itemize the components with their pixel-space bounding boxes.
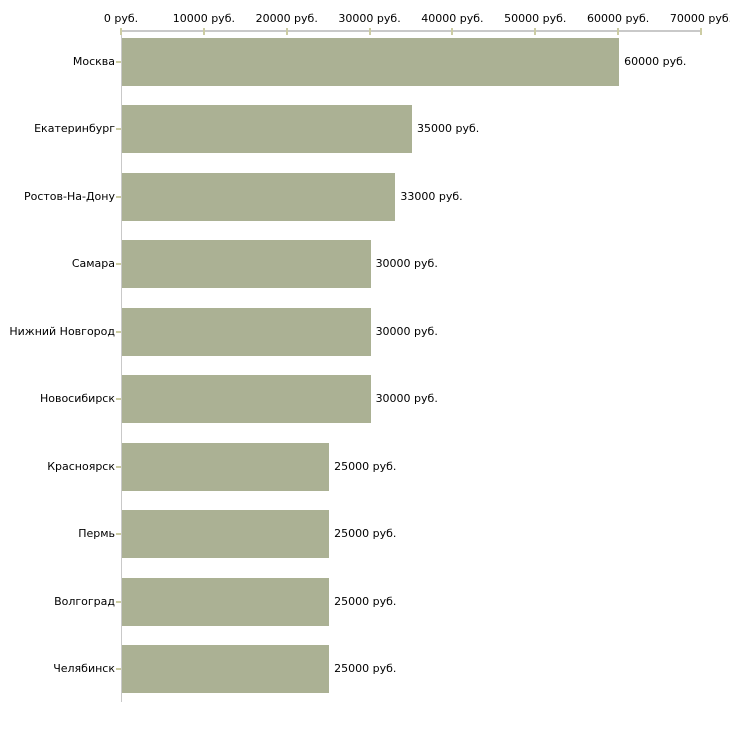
y-tick-mark <box>116 330 121 333</box>
y-tick-mark <box>116 533 121 535</box>
x-tick-label: 60000 руб. <box>587 12 650 25</box>
category-label: Новосибирск <box>39 392 115 405</box>
bar-value-label: 33000 руб. <box>400 189 463 203</box>
y-tick-mark <box>116 60 121 63</box>
category-label: Самара <box>71 257 115 270</box>
x-tick-label: 50000 руб. <box>504 12 567 25</box>
x-tick-label: 10000 руб. <box>172 12 235 25</box>
x-tick-label: 40000 руб. <box>421 12 484 25</box>
x-tick-mark <box>451 28 454 35</box>
bar <box>122 645 330 693</box>
x-tick-label: 70000 руб. <box>669 12 730 25</box>
category-label: Екатеринбург <box>34 122 115 135</box>
x-tick-mark <box>120 28 122 35</box>
bar-value-label: 25000 руб. <box>334 594 397 608</box>
x-tick-mark <box>617 28 620 35</box>
bar <box>122 510 330 558</box>
category-label: Челябинск <box>53 662 115 675</box>
bar-value-label: 25000 руб. <box>334 527 397 540</box>
bar <box>122 240 371 288</box>
x-tick-label: 20000 руб. <box>255 12 318 25</box>
bar-value-label: 30000 руб. <box>375 257 438 270</box>
category-label: Нижний Новгород <box>9 324 115 338</box>
y-tick-mark <box>116 600 121 603</box>
x-axis-line <box>121 30 702 32</box>
category-label: Ростов-На-Дону <box>23 189 115 203</box>
y-tick-mark <box>116 398 121 400</box>
bar-value-label: 60000 руб. <box>624 54 687 68</box>
bar <box>122 442 330 491</box>
bar <box>122 577 330 626</box>
x-tick-mark <box>285 28 288 35</box>
x-tick-label: 0 руб. <box>103 12 139 25</box>
bar-value-label: 30000 руб. <box>375 392 438 405</box>
y-axis-line <box>121 30 122 702</box>
bar <box>122 37 620 86</box>
bar-value-label: 35000 руб. <box>417 122 480 135</box>
bar <box>122 172 396 221</box>
x-tick-label: 30000 руб. <box>338 12 401 25</box>
category-label: Москва <box>72 54 115 68</box>
category-label: Волгоград <box>54 594 115 608</box>
bar <box>122 307 371 356</box>
y-tick-mark <box>116 668 121 670</box>
y-tick-mark <box>116 263 121 265</box>
category-label: Красноярск <box>47 459 115 473</box>
bar-value-label: 30000 руб. <box>375 324 438 338</box>
x-tick-mark <box>534 28 537 35</box>
y-tick-mark <box>116 465 121 468</box>
x-tick-mark <box>700 28 702 35</box>
bar <box>122 105 412 153</box>
y-tick-mark <box>116 128 121 130</box>
x-tick-mark <box>368 28 371 35</box>
category-label: Пермь <box>78 527 115 540</box>
bar <box>122 375 371 423</box>
x-tick-mark <box>202 28 205 35</box>
bar-value-label: 25000 руб. <box>334 662 397 675</box>
bar-value-label: 25000 руб. <box>334 459 397 473</box>
y-tick-mark <box>116 195 121 198</box>
